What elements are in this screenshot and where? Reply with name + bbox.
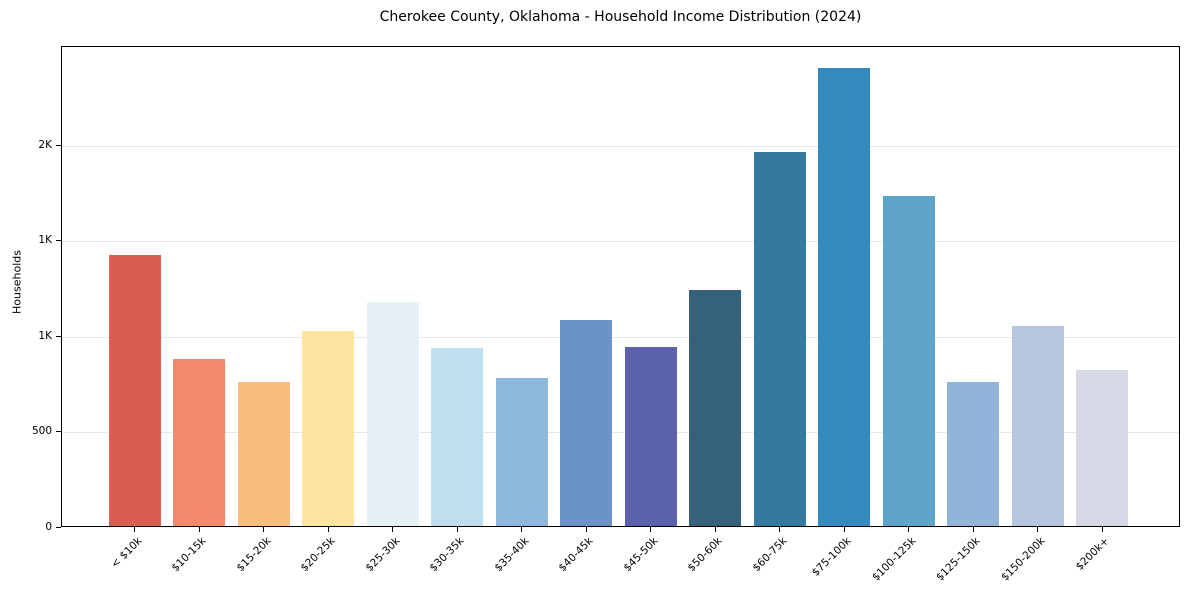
x-tick-mark (327, 527, 329, 532)
x-tick-label: $45-50k (621, 535, 695, 574)
x-tick-label: $125-150k (934, 535, 1031, 584)
x-tick-mark (714, 527, 716, 532)
y-tick-label: 1K (38, 234, 52, 247)
y-axis-label: Households (10, 250, 24, 314)
x-tick-mark (1101, 527, 1103, 532)
bar (366, 301, 419, 526)
x-tick-mark (1037, 527, 1038, 532)
bar (818, 67, 870, 526)
x-tick-mark (972, 527, 974, 532)
x-tick-label: $60-75k (750, 535, 824, 574)
x-tick-label: < $10k (108, 535, 174, 571)
chart-title: Cherokee County, Oklahoma - Household In… (379, 9, 862, 25)
y-tick-mark (56, 144, 61, 146)
y-tick-mark (56, 335, 61, 337)
gridline (62, 432, 1179, 434)
x-tick-mark (650, 527, 651, 532)
bar (237, 381, 290, 526)
y-tick-label: 0 (45, 520, 52, 533)
y-tick-mark (56, 240, 61, 242)
x-tick-label: $35-40k (492, 535, 566, 574)
bar (689, 290, 741, 526)
bar (495, 378, 548, 526)
x-tick-label: $200k+ (1074, 535, 1145, 573)
x-tick-label: $50-60k (685, 535, 759, 574)
y-tick-label: 2K (38, 138, 52, 151)
bar (624, 346, 677, 526)
gridline (62, 241, 1179, 243)
plot-area (61, 46, 1180, 527)
bar (173, 359, 225, 526)
x-tick-label: $10-15k (169, 535, 243, 574)
x-tick-mark (198, 527, 200, 532)
bar (1076, 370, 1128, 526)
x-tick-label: $30-35k (427, 535, 501, 574)
x-tick-label: $75-100k (810, 535, 895, 579)
x-tick-mark (134, 527, 135, 532)
x-tick-mark (263, 527, 264, 532)
gridline (62, 145, 1179, 147)
bar (431, 347, 483, 526)
x-tick-mark (585, 527, 587, 532)
x-tick-mark (908, 527, 909, 532)
bar (947, 381, 999, 526)
x-tick-label: $25-30k (363, 535, 437, 574)
x-tick-label-text: < $10k (108, 535, 144, 571)
y-tick-label: 1K (38, 329, 52, 342)
bar (302, 331, 354, 526)
x-tick-label-text: $10-15k (169, 535, 209, 575)
y-tick-mark (56, 431, 61, 433)
bar (1011, 325, 1064, 526)
x-tick-label: $15-20k (234, 535, 308, 574)
bar (882, 195, 935, 526)
y-tick-label: 500 (31, 425, 52, 438)
y-tick-mark (56, 526, 61, 528)
bar (108, 254, 161, 526)
x-tick-mark (779, 527, 780, 532)
x-tick-mark (392, 527, 393, 532)
x-tick-label: $40-45k (556, 535, 630, 574)
x-tick-label: $150-200k (998, 535, 1096, 584)
gridline (62, 336, 1179, 338)
x-tick-label: $20-25k (298, 535, 372, 574)
bar (753, 151, 806, 526)
x-tick-label: $100-125k (869, 535, 967, 584)
x-tick-mark (456, 527, 458, 532)
bar (560, 319, 612, 526)
x-tick-mark (843, 527, 845, 532)
x-tick-mark (521, 527, 522, 532)
